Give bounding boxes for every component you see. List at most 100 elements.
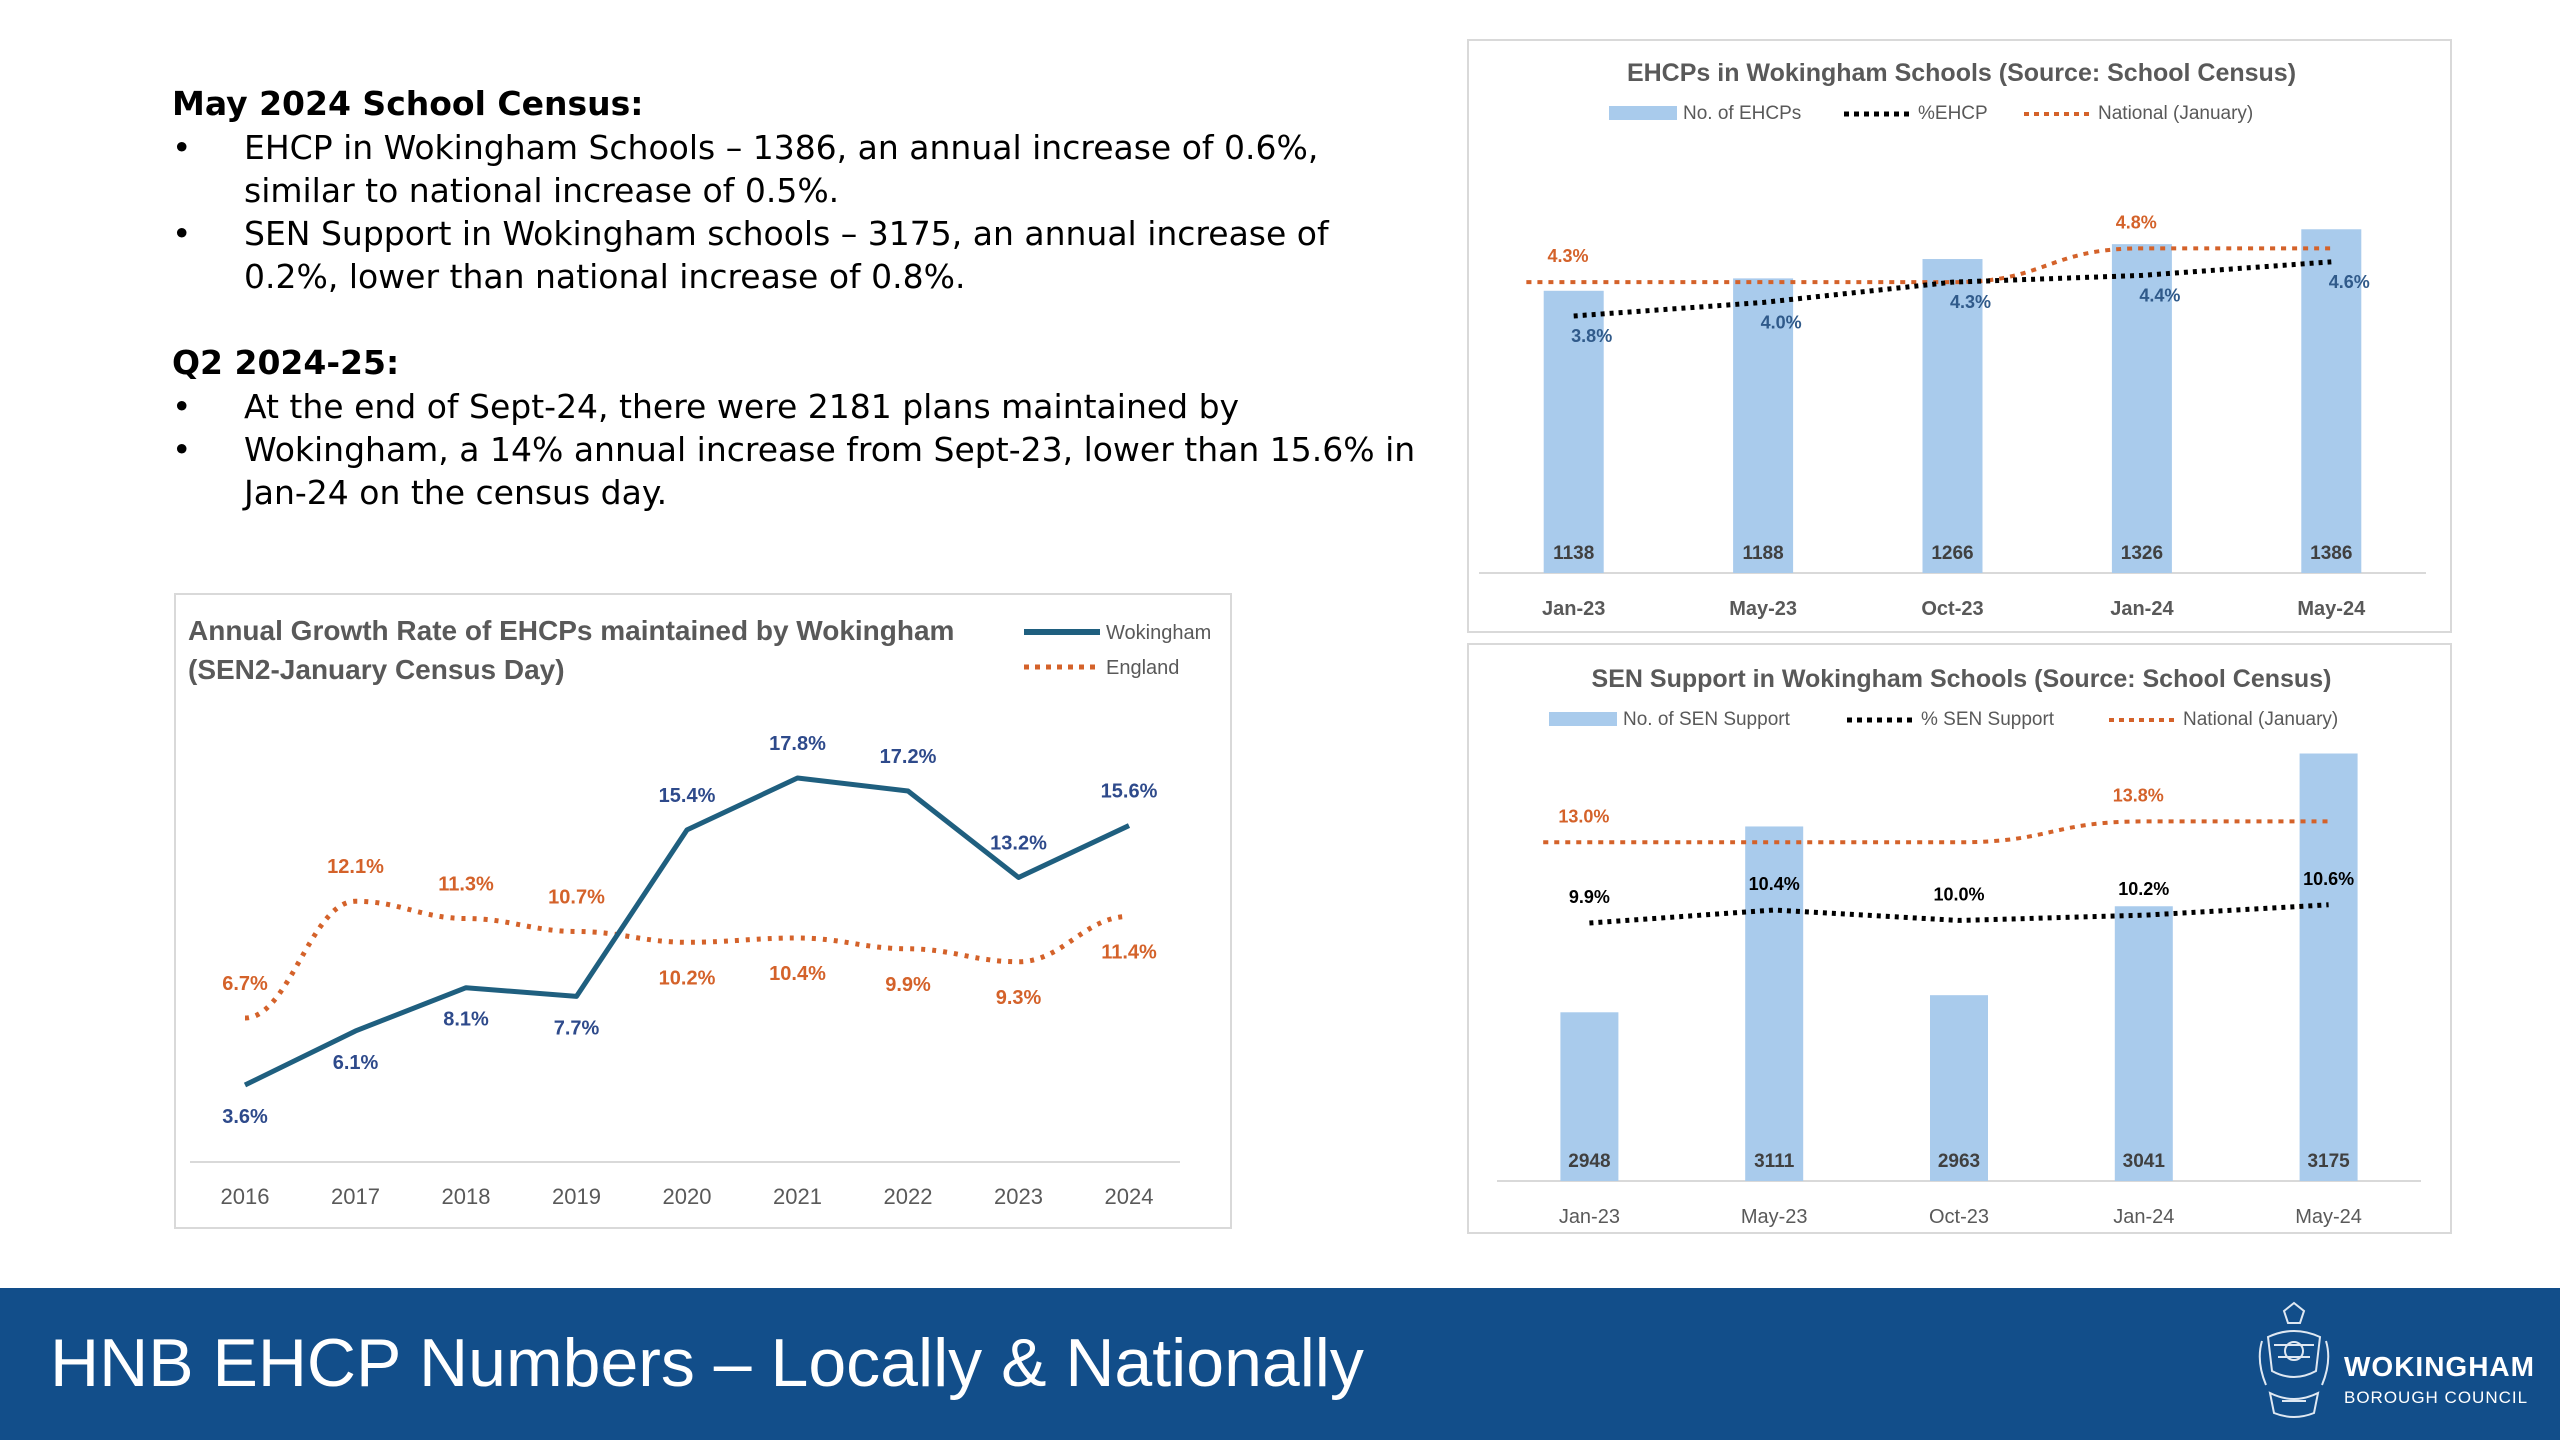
bar (2111, 244, 2172, 574)
national-series-line (1543, 819, 2329, 845)
bar-value-label: 2963 (1938, 1151, 1980, 1172)
ehcp-chart-svg: EHCPs in Wokingham Schools (Source: Scho… (1479, 59, 2426, 620)
bar-value-label: 3175 (2307, 1151, 2350, 1172)
q2-bullets: • At the end of Sept-24, there were 2181 … (172, 385, 1422, 514)
x-tick-label: Jan-23 (1542, 598, 1605, 620)
england-data-label: 12.1% (327, 856, 384, 878)
slide-title: HNB EHCP Numbers – Locally & Nationally (50, 1325, 1364, 1401)
national-data-label: 13.8% (2113, 785, 2164, 805)
legend-label: %EHCP (1918, 103, 1988, 124)
legend-label: % SEN Support (1921, 709, 2055, 730)
sen-chart-svg: SEN Support in Wokingham Schools (Source… (1497, 665, 2421, 1228)
bar-value-label: 3111 (1754, 1151, 1795, 1172)
pct-series-line (1589, 902, 2329, 926)
council-subtitle: BOROUGH COUNCIL (2344, 1388, 2529, 1407)
growth-rate-chart: Annual Growth Rate of EHCPs maintained b… (174, 593, 1232, 1229)
wokingham-data-label: 8.1% (443, 1009, 489, 1031)
bullet-marker: • (172, 387, 192, 426)
bar-value-label: 1138 (1553, 543, 1594, 564)
x-tick-label: 2021 (773, 1184, 822, 1209)
pct-data-label: 10.0% (1933, 884, 1984, 904)
chart-title: EHCPs in Wokingham Schools (Source: Scho… (1627, 59, 2296, 87)
x-tick-label: Jan-24 (2110, 598, 2174, 620)
legend-label: National (January) (2183, 709, 2338, 730)
bar (1543, 290, 1604, 573)
x-tick-label: Jan-23 (1559, 1206, 1620, 1228)
list-item: • EHCP in Wokingham Schools – 1386, an an… (172, 126, 1422, 212)
bar (2114, 906, 2173, 1181)
x-tick-label: Oct-23 (1921, 598, 1983, 620)
england-data-label: 10.2% (659, 967, 716, 989)
ehcp-chart: EHCPs in Wokingham Schools (Source: Scho… (1467, 39, 2452, 633)
bullet-marker: • (172, 430, 192, 469)
pct-data-label: 3.8% (1571, 326, 1612, 346)
chart-title: SEN Support in Wokingham Schools (Source… (1592, 665, 2332, 693)
wokingham-data-label: 17.2% (880, 746, 937, 768)
x-tick-label: Jan-24 (2113, 1206, 2174, 1228)
q2-bullet-1: At the end of Sept-24, there were 2181 p… (244, 387, 1240, 426)
legend-swatch-bars (1609, 106, 1677, 120)
growth-chart-svg: Annual Growth Rate of EHCPs maintained b… (188, 615, 1211, 1209)
x-tick-label: 2020 (663, 1184, 712, 1209)
x-tick-label: May-24 (2295, 1206, 2362, 1228)
bar (1560, 1012, 1619, 1181)
q2-bullet-2: Wokingham, a 14% annual increase from Se… (244, 430, 1416, 512)
bar-value-label: 1386 (2310, 543, 2352, 564)
wokingham-data-label: 6.1% (333, 1052, 379, 1074)
x-tick-label: 2023 (994, 1184, 1043, 1209)
x-tick-label: 2017 (331, 1184, 380, 1209)
list-item: • At the end of Sept-24, there were 2181 … (172, 385, 1422, 428)
wokingham-data-label: 13.2% (990, 832, 1047, 854)
bar (1922, 259, 1983, 573)
bar (2299, 753, 2358, 1181)
council-crest-icon (2258, 1301, 2330, 1418)
national-data-label: 4.8% (2116, 212, 2157, 232)
legend-label: Wokingham (1106, 622, 1211, 644)
bar-value-label: 1188 (1742, 543, 1783, 564)
bar-value-label: 2948 (1568, 1151, 1610, 1172)
england-data-label: 9.3% (996, 987, 1042, 1009)
x-tick-label: May-23 (1729, 598, 1797, 620)
list-item: • SEN Support in Wokingham schools – 3175… (172, 212, 1422, 298)
chart-title: Annual Growth Rate of EHCPs maintained b… (188, 615, 954, 646)
england-series-line (244, 898, 1130, 1021)
summary-text: May 2024 School Census: • EHCP in Wokingh… (172, 82, 1422, 514)
pct-data-label: 10.2% (2118, 879, 2169, 899)
x-tick-label: 2018 (442, 1184, 491, 1209)
legend-label: No. of EHCPs (1683, 103, 1801, 124)
x-tick-label: May-24 (2297, 598, 2366, 620)
x-tick-label: 2019 (552, 1184, 601, 1209)
pct-data-label: 9.9% (1569, 887, 1610, 907)
census-bullet-2: SEN Support in Wokingham schools – 3175,… (244, 214, 1329, 296)
pct-data-label: 10.6% (2303, 869, 2354, 889)
england-data-label: 11.4% (1101, 941, 1157, 963)
pct-data-label: 4.0% (1761, 312, 1802, 332)
bar-value-label: 1266 (1931, 543, 1973, 564)
bar (1930, 995, 1988, 1181)
wokingham-data-label: 7.7% (554, 1017, 600, 1039)
bar (2301, 229, 2362, 573)
wokingham-data-label: 3.6% (222, 1106, 268, 1128)
sen-support-chart: SEN Support in Wokingham Schools (Source… (1467, 643, 2452, 1234)
census-heading: May 2024 School Census: (172, 84, 644, 123)
bar (1733, 278, 1794, 573)
bullet-marker: • (172, 128, 192, 167)
legend-label: National (January) (2098, 103, 2253, 124)
bar (1745, 826, 1804, 1181)
pct-data-label: 4.3% (1950, 292, 1991, 312)
x-tick-label: May-23 (1741, 1206, 1808, 1228)
bullet-marker: • (172, 214, 192, 253)
footer-bar: HNB EHCP Numbers – Locally & Nationally … (0, 1288, 2560, 1440)
national-data-label: 4.3% (1548, 246, 1589, 266)
x-tick-label: 2022 (884, 1184, 933, 1209)
x-tick-label: 2024 (1105, 1184, 1154, 1209)
census-bullets: • EHCP in Wokingham Schools – 1386, an an… (172, 126, 1422, 298)
legend-label: England (1106, 657, 1179, 679)
legend-label: No. of SEN Support (1623, 709, 1791, 730)
national-data-label: 13.0% (1558, 806, 1609, 826)
bar-value-label: 1326 (2121, 543, 2163, 564)
census-bullet-1: EHCP in Wokingham Schools – 1386, an ann… (244, 128, 1319, 210)
council-name: WOKINGHAM (2344, 1351, 2535, 1382)
pct-data-label: 4.4% (2139, 285, 2180, 305)
pct-series-line (1573, 259, 2332, 319)
